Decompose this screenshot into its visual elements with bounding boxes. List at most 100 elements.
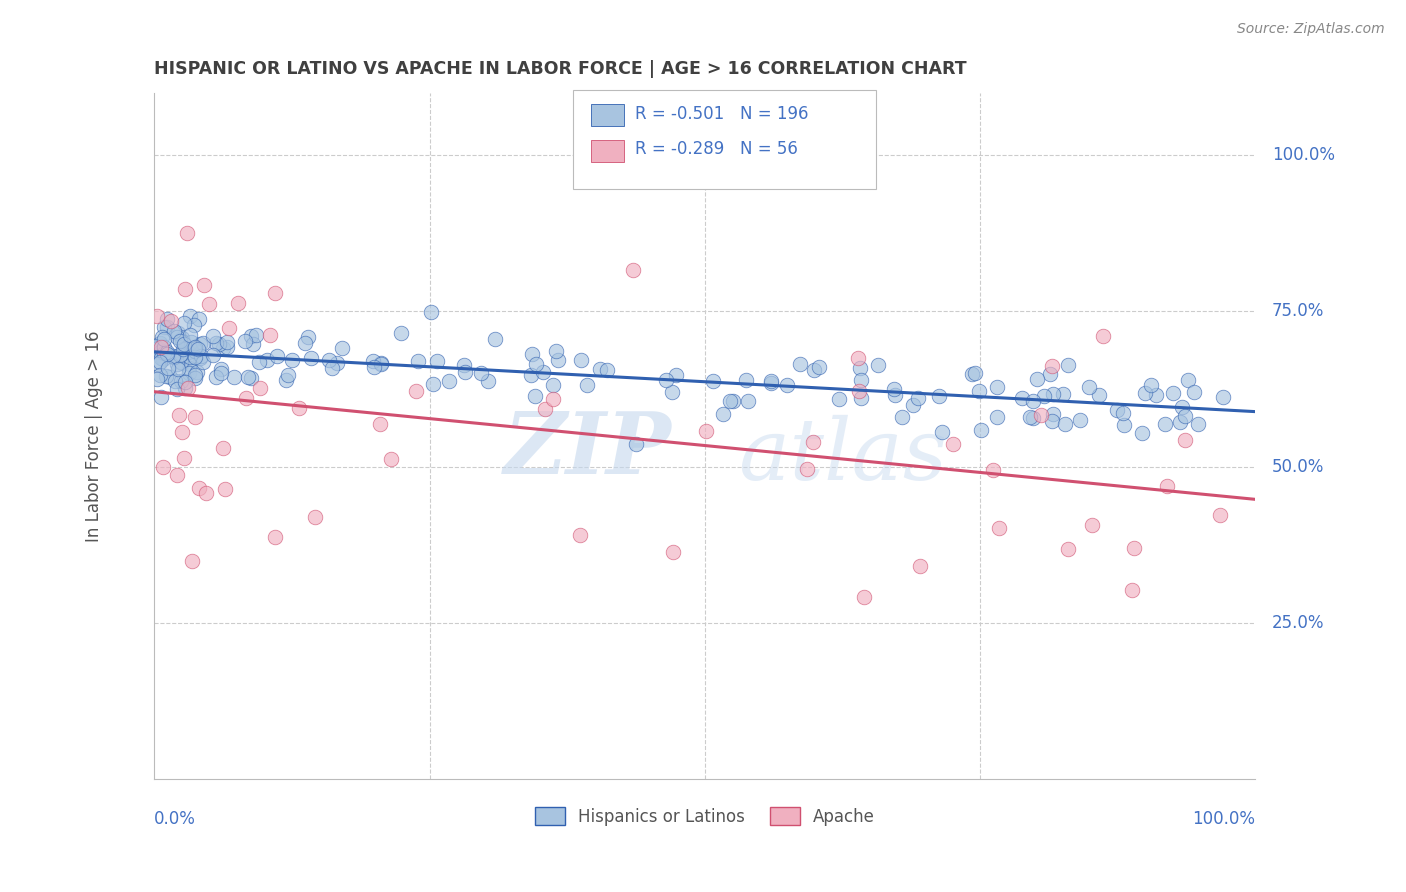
- Point: [150, 340, 173, 354]
- Point: [883, 382, 905, 396]
- Point: [1057, 358, 1080, 372]
- Point: [941, 437, 963, 451]
- Point: [883, 388, 905, 402]
- Point: [179, 327, 201, 342]
- Point: [149, 351, 172, 365]
- Point: [1040, 359, 1063, 374]
- Point: [173, 282, 195, 296]
- Point: [1011, 391, 1033, 405]
- Point: [152, 459, 174, 474]
- Point: [172, 425, 194, 440]
- Point: [256, 352, 278, 367]
- Point: [321, 360, 343, 375]
- Point: [986, 410, 1008, 425]
- Point: [419, 305, 441, 319]
- Text: R = -0.501   N = 196: R = -0.501 N = 196: [636, 104, 808, 122]
- Point: [173, 375, 195, 389]
- Point: [380, 451, 402, 466]
- Point: [1174, 409, 1197, 423]
- Point: [318, 352, 340, 367]
- Point: [172, 342, 194, 356]
- Point: [718, 394, 741, 409]
- Point: [665, 368, 688, 382]
- Point: [723, 394, 745, 409]
- Point: [759, 374, 782, 388]
- Point: [908, 558, 931, 573]
- Point: [524, 357, 547, 371]
- Point: [426, 354, 449, 368]
- Point: [1130, 426, 1153, 441]
- FancyBboxPatch shape: [592, 140, 624, 161]
- Point: [520, 368, 543, 383]
- Point: [179, 350, 201, 364]
- Point: [524, 389, 547, 403]
- Point: [163, 324, 186, 338]
- Point: [294, 336, 316, 351]
- Point: [179, 357, 201, 371]
- Point: [544, 344, 567, 359]
- Point: [901, 398, 924, 412]
- Point: [202, 348, 225, 362]
- Point: [146, 357, 169, 371]
- Point: [1161, 385, 1184, 400]
- Point: [1033, 389, 1056, 403]
- Point: [737, 394, 759, 409]
- Point: [169, 347, 191, 361]
- Point: [1112, 406, 1135, 420]
- Point: [1042, 407, 1064, 421]
- Point: [181, 554, 204, 568]
- Point: [470, 367, 492, 381]
- Legend: Hispanics or Latinos, Apache: Hispanics or Latinos, Apache: [527, 801, 882, 832]
- Point: [145, 339, 167, 353]
- Point: [453, 359, 475, 373]
- Point: [1040, 414, 1063, 428]
- Point: [1140, 378, 1163, 392]
- Point: [274, 373, 297, 387]
- Point: [224, 370, 246, 384]
- Point: [928, 389, 950, 403]
- Point: [1029, 408, 1052, 422]
- Point: [239, 328, 262, 343]
- Point: [626, 437, 648, 451]
- Point: [146, 340, 169, 354]
- Text: Source: ZipAtlas.com: Source: ZipAtlas.com: [1237, 22, 1385, 37]
- Point: [405, 384, 427, 398]
- Point: [970, 423, 993, 437]
- Point: [170, 355, 193, 369]
- Text: 0.0%: 0.0%: [155, 810, 195, 828]
- Point: [184, 410, 207, 425]
- Point: [1168, 415, 1191, 429]
- Point: [422, 376, 444, 391]
- Point: [406, 354, 429, 368]
- Point: [368, 417, 391, 431]
- Point: [183, 341, 205, 355]
- Point: [1091, 329, 1114, 343]
- Point: [1173, 434, 1195, 448]
- Point: [160, 314, 183, 328]
- Point: [1022, 394, 1045, 409]
- Point: [986, 380, 1008, 394]
- Point: [713, 407, 735, 421]
- Point: [702, 374, 724, 388]
- Point: [281, 353, 304, 368]
- Point: [156, 344, 179, 359]
- Point: [1081, 517, 1104, 532]
- Point: [149, 368, 172, 383]
- Point: [370, 356, 392, 370]
- Point: [988, 521, 1011, 535]
- Point: [868, 358, 890, 372]
- Point: [1154, 417, 1177, 432]
- Point: [965, 367, 987, 381]
- Point: [761, 376, 783, 390]
- Point: [361, 354, 384, 368]
- Point: [149, 345, 172, 359]
- Point: [477, 374, 499, 388]
- Point: [176, 226, 198, 240]
- Point: [184, 340, 207, 354]
- Point: [166, 329, 188, 343]
- Point: [1022, 410, 1045, 425]
- Point: [363, 360, 385, 375]
- Point: [146, 310, 169, 324]
- Point: [193, 277, 215, 292]
- Point: [186, 365, 208, 379]
